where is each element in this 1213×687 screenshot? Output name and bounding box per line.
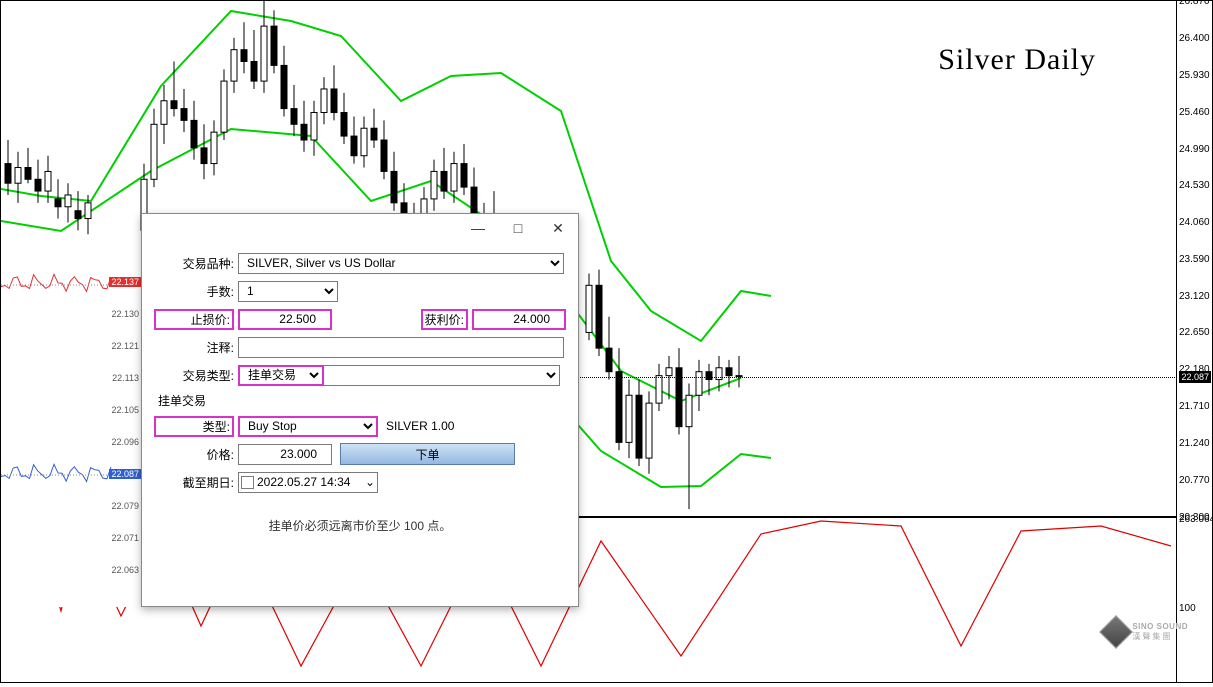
lots-label: 手数: xyxy=(154,283,234,300)
comment-label: 注释: xyxy=(154,339,234,356)
minimize-icon[interactable]: — xyxy=(458,214,498,242)
price-tick: 24.990 xyxy=(1179,144,1210,155)
price-tick: 21.240 xyxy=(1179,438,1210,449)
price-tick: 23.590 xyxy=(1179,254,1210,265)
submit-button[interactable]: 下单 xyxy=(340,443,515,465)
expiry-checkbox[interactable] xyxy=(241,476,254,489)
bid-tag: 22.087 xyxy=(109,469,141,479)
price-axis: 26.870 26.400 25.930 25.460 24.990 24.530 24.0… xyxy=(1176,1,1212,517)
close-icon[interactable]: ✕ xyxy=(538,214,578,242)
tick-value: 22.071 xyxy=(111,533,139,543)
maximize-icon[interactable]: □ xyxy=(498,214,538,242)
chevron-down-icon[interactable]: ⌄ xyxy=(365,475,375,489)
tick-value: 22.105 xyxy=(111,405,139,415)
pending-info: SILVER 1.00 xyxy=(386,419,454,433)
expiry-input[interactable]: 2022.05.27 14:34 ⌄ xyxy=(238,472,378,493)
price-tick: 24.060 xyxy=(1179,217,1210,228)
sl-input[interactable] xyxy=(238,309,332,330)
price-tick: 20.770 xyxy=(1179,475,1210,486)
pending-header: 挂单交易 xyxy=(158,392,566,409)
symbol-select[interactable]: SILVER, Silver vs US Dollar xyxy=(238,253,564,274)
tick-value: 22.063 xyxy=(111,565,139,575)
price-tick: 22.650 xyxy=(1179,327,1210,338)
app-frame: Silver Daily 26.870 26.400 25.930 25.460 24.… xyxy=(0,0,1213,683)
expiry-label: 截至期日: xyxy=(154,474,234,491)
tick-value: 22.130 xyxy=(111,309,139,319)
price-tick: 23.120 xyxy=(1179,291,1210,302)
tick-value: 22.079 xyxy=(111,501,139,511)
lots-select[interactable]: 1 xyxy=(238,281,338,302)
price-tick: 26.400 xyxy=(1179,33,1210,44)
logo-sub: 漢聲集團 xyxy=(1132,631,1188,642)
price-tick: 25.930 xyxy=(1179,70,1210,81)
ordertype-label: 类型: xyxy=(154,416,234,437)
current-price-tag: 22.087 xyxy=(1179,371,1211,383)
ordertype-select[interactable]: Buy Stop xyxy=(238,416,378,437)
dialog-note: 挂单价必须远离市价至少 100 点。 xyxy=(154,517,566,534)
chart-title: Silver Daily xyxy=(938,43,1096,77)
tick-chart xyxy=(1,247,141,607)
sl-label: 止损价: xyxy=(154,309,234,330)
comment-input[interactable] xyxy=(238,337,564,358)
tradetype-ext[interactable] xyxy=(324,365,560,386)
tick-panel: 22.137 22.130 22.121 22.113 22.105 22.096 22.0… xyxy=(1,247,141,607)
dialog-titlebar: — □ ✕ xyxy=(142,214,578,242)
watermark-logo: SINO SOUND 漢聲集團 xyxy=(1104,620,1188,644)
price-tick: 25.460 xyxy=(1179,107,1210,118)
tp-input[interactable] xyxy=(472,309,566,330)
expiry-value: 2022.05.27 14:34 xyxy=(257,475,350,489)
logo-icon xyxy=(1099,615,1133,649)
price-tick: 21.710 xyxy=(1179,401,1210,412)
tradetype-select[interactable]: 挂单交易 xyxy=(238,365,324,386)
tradetype-label: 交易类型: xyxy=(154,367,234,384)
price-input[interactable] xyxy=(238,444,332,465)
dialog-body: 交易品种: SILVER, Silver vs US Dollar 手数: 1 … xyxy=(142,242,578,544)
logo-text: SINO SOUND xyxy=(1132,622,1188,631)
oscillator-axis: 100 xyxy=(1176,516,1212,682)
tick-value: 22.113 xyxy=(112,373,139,383)
ask-tag: 22.137 xyxy=(109,277,141,287)
tick-value: 22.096 xyxy=(111,437,139,447)
order-dialog: — □ ✕ 交易品种: SILVER, Silver vs US Dollar … xyxy=(141,213,579,607)
price-label: 价格: xyxy=(154,446,234,463)
price-tick: 26.870 xyxy=(1179,0,1210,7)
price-tick: 24.530 xyxy=(1179,180,1210,191)
symbol-label: 交易品种: xyxy=(154,255,234,272)
tp-label: 获利价: xyxy=(421,309,468,330)
tick-value: 22.121 xyxy=(111,341,139,351)
